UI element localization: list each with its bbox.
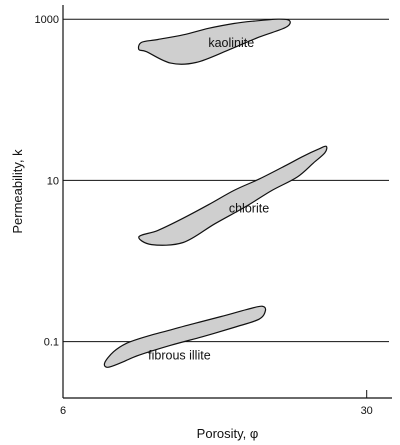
region-labels: kaolinite chlorite fibrous illite xyxy=(148,36,269,362)
x-axis-title: Porosity, φ xyxy=(197,426,259,441)
x-tick-label: 6 xyxy=(60,405,66,417)
region-label: chlorite xyxy=(229,202,269,216)
region-chlorite xyxy=(138,145,328,246)
axes xyxy=(62,5,392,399)
tick-labels: 0.1 10 1000 6 30 xyxy=(35,14,373,417)
y-axis-title: Permeability, k xyxy=(10,149,25,234)
y-tick-label: 0.1 xyxy=(44,337,59,349)
region-label: kaolinite xyxy=(208,36,254,50)
gridlines xyxy=(63,18,389,343)
region-kaolinite xyxy=(137,18,291,65)
clay-regions xyxy=(103,18,328,368)
region-fibrous-illite xyxy=(103,305,267,368)
y-tick-label: 10 xyxy=(47,175,59,187)
x-tick-label: 30 xyxy=(361,405,373,417)
y-tick-label: 1000 xyxy=(35,14,59,26)
region-label: fibrous illite xyxy=(148,349,211,363)
